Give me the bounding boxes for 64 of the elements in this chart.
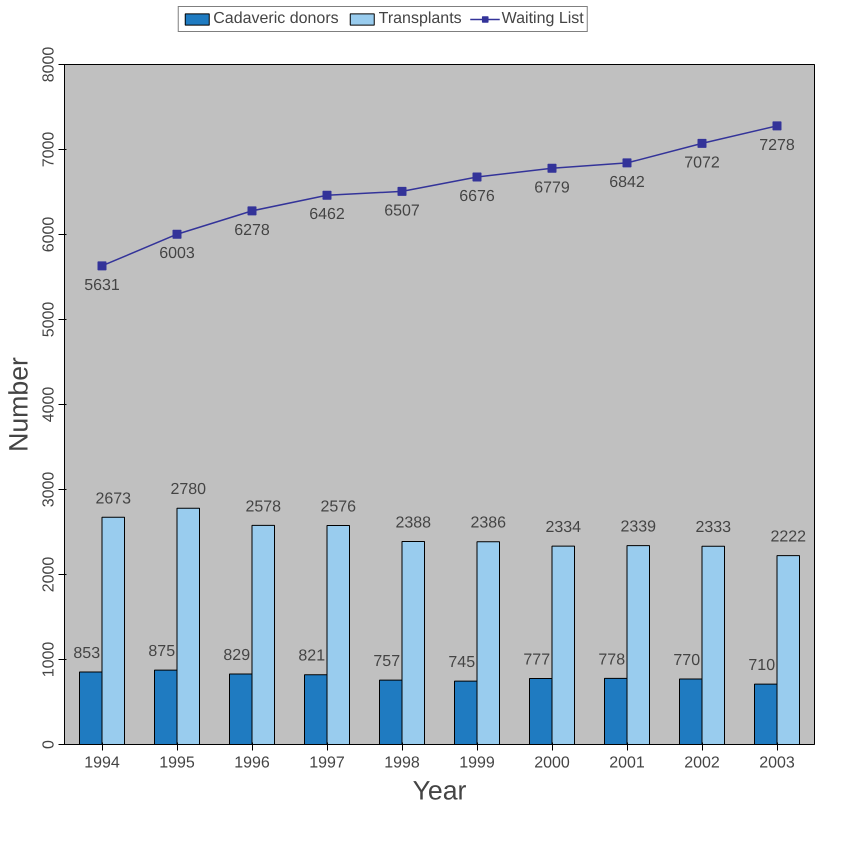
y-tick-label: 5000 — [40, 302, 58, 338]
legend-label: Waiting List — [502, 10, 584, 28]
data-label: 770 — [673, 652, 700, 670]
data-label: 2388 — [395, 514, 432, 532]
y-tick-label: 4000 — [40, 386, 58, 422]
data-label: 7072 — [684, 154, 720, 172]
point — [322, 190, 332, 200]
data-label: 829 — [223, 647, 250, 664]
data-label: 2673 — [95, 490, 132, 508]
data-label: 875 — [148, 643, 176, 660]
data-label: 6676 — [459, 188, 495, 206]
point — [472, 172, 482, 182]
legend-label: Cadaveric donors — [213, 10, 339, 28]
legend-label: Transplants — [378, 10, 462, 28]
data-label: 2333 — [695, 519, 732, 536]
x-tick-label: 1997 — [309, 754, 345, 772]
y-tick-label: 2000 — [40, 556, 58, 592]
x-axis-title: Year — [412, 776, 467, 806]
x-tick-label: 2002 — [684, 754, 720, 772]
data-label: 6278 — [234, 222, 270, 239]
point — [248, 206, 256, 216]
y-tick-label: 8000 — [40, 46, 58, 82]
data-label: 6842 — [609, 174, 645, 191]
x-tick-label: 2003 — [759, 754, 795, 772]
y-tick-label: 7000 — [40, 132, 58, 168]
data-label: 5631 — [84, 276, 120, 294]
data-label: 778 — [598, 651, 626, 668]
point — [172, 230, 182, 239]
data-label: 6003 — [159, 245, 195, 262]
point — [98, 261, 106, 270]
point — [698, 138, 706, 148]
point — [548, 164, 556, 173]
data-label: 2576 — [320, 498, 356, 516]
data-label: 710 — [748, 657, 776, 674]
point — [622, 158, 632, 168]
data-label: 2386 — [470, 514, 506, 532]
data-label: 2339 — [620, 518, 656, 536]
data-label: 777 — [523, 651, 550, 668]
x-tick-label: 1994 — [84, 754, 120, 772]
data-label: 2222 — [770, 528, 806, 546]
data-label: 7278 — [759, 136, 795, 154]
data-label: 745 — [448, 654, 476, 672]
data-label: 6507 — [384, 202, 420, 220]
x-tick-label: 1999 — [459, 754, 495, 772]
point — [398, 186, 406, 196]
x-tick-label: 1995 — [159, 754, 195, 772]
y-tick-label: 0 — [40, 740, 58, 749]
data-label: 757 — [373, 653, 400, 670]
y-axis-title: Number — [4, 356, 34, 452]
data-label: 6779 — [534, 179, 570, 196]
x-tick-label: 2001 — [609, 754, 645, 772]
data-label: 2780 — [170, 481, 206, 498]
point — [772, 121, 782, 130]
y-tick-label: 3000 — [40, 472, 58, 508]
data-label: 821 — [298, 648, 326, 665]
data-label: 6462 — [309, 206, 345, 224]
y-tick-label: 1000 — [40, 642, 58, 678]
x-tick-label: 2000 — [534, 754, 570, 772]
data-label: 2578 — [245, 498, 282, 516]
data-label: 2334 — [545, 519, 582, 536]
x-tick-label: 1996 — [234, 754, 270, 772]
data-label: 853 — [73, 644, 100, 662]
x-tick-label: 1998 — [384, 754, 420, 772]
y-tick-label: 6000 — [40, 216, 58, 252]
